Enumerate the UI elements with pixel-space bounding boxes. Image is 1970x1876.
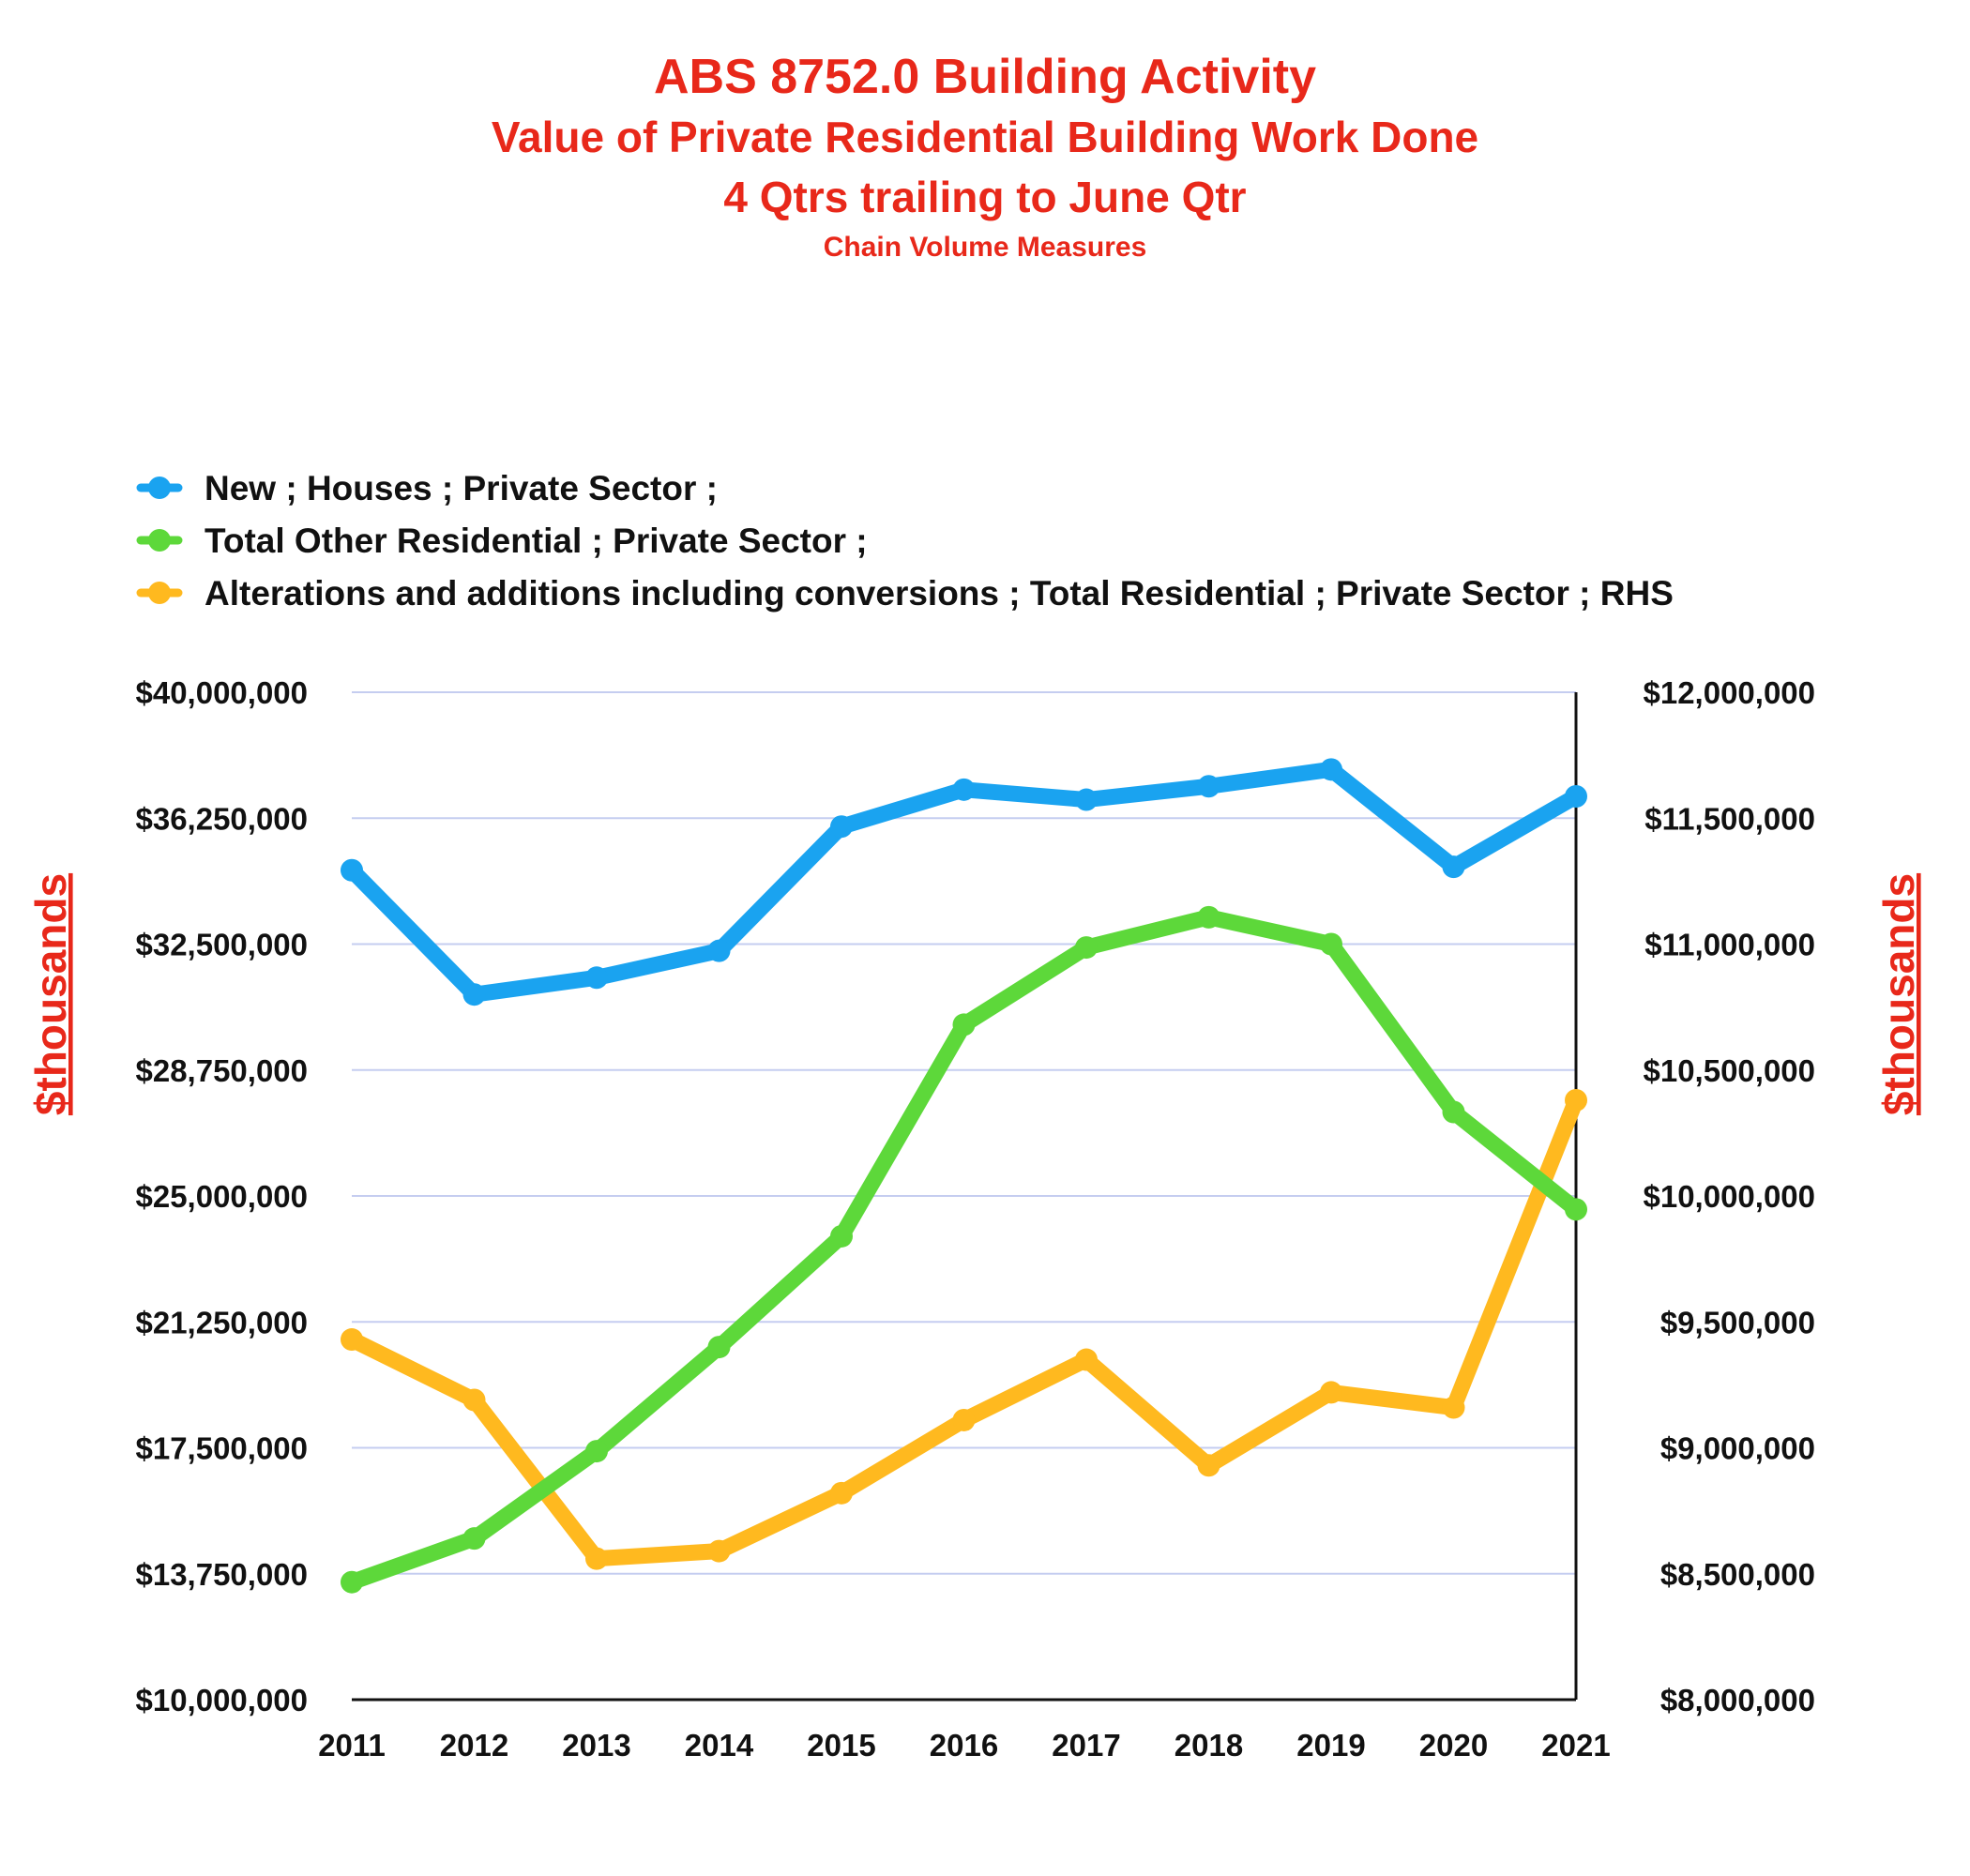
- data-point: [462, 1527, 486, 1551]
- left-axis-tick-label: $25,000,000: [135, 1179, 308, 1214]
- data-point: [1442, 855, 1465, 879]
- x-axis-tick-label: 2012: [440, 1728, 508, 1763]
- right-axis-tick-label: $8,000,000: [1660, 1683, 1815, 1717]
- data-point: [1565, 1088, 1587, 1112]
- data-point: [707, 1336, 731, 1359]
- legend-swatch-marker: [148, 582, 171, 604]
- data-point: [1320, 932, 1342, 956]
- x-axis-tick-label: 2020: [1419, 1728, 1488, 1763]
- left-axis-tick-label: $10,000,000: [135, 1683, 308, 1717]
- data-point: [1197, 775, 1220, 798]
- x-axis-tick-label: 2016: [930, 1728, 998, 1763]
- left-axis-tick-label: $21,250,000: [135, 1305, 308, 1339]
- data-point: [830, 815, 853, 839]
- right-axis-ticks: $8,000,000 $8,500,000 $9,000,000 $9,500,000…: [1643, 675, 1815, 1717]
- left-axis-ticks: $10,000,000 $13,750,000 $17,500,000 $21,250…: [135, 675, 308, 1717]
- series-2: [341, 1088, 1587, 1570]
- x-axis-tick-label: 2018: [1174, 1728, 1243, 1763]
- data-point: [830, 1481, 853, 1505]
- left-axis-tick-label: $36,250,000: [135, 801, 308, 836]
- x-axis-ticks: 2011 2012 2013 2014 2015 2016 2017 2018 2019 2020…: [318, 1728, 1611, 1763]
- data-point: [1197, 1454, 1220, 1477]
- data-point: [1442, 1396, 1465, 1419]
- y-axis-label-left: $thousands: [26, 873, 75, 1115]
- right-axis-tick-label: $10,500,000: [1643, 1053, 1815, 1088]
- chart-subtitle-1: Value of Private Residential Building Wo…: [491, 113, 1479, 161]
- data-point: [1075, 1348, 1098, 1371]
- data-point: [1565, 784, 1587, 808]
- right-axis-tick-label: $9,000,000: [1660, 1431, 1815, 1466]
- chart-title: ABS 8752.0 Building Activity: [653, 50, 1317, 104]
- left-axis-tick-label: $13,750,000: [135, 1557, 308, 1592]
- series-0: [341, 758, 1587, 1006]
- legend-label: Alterations and additions including conv…: [205, 574, 1674, 613]
- data-point: [1197, 905, 1220, 929]
- data-point: [462, 983, 486, 1006]
- data-point: [1320, 1381, 1342, 1404]
- left-axis-tick-label: $28,750,000: [135, 1053, 308, 1088]
- right-axis-tick-label: $8,500,000: [1660, 1557, 1815, 1592]
- right-axis-tick-label: $12,000,000: [1643, 675, 1815, 710]
- series-line: [343, 761, 1584, 1003]
- right-axis-tick-label: $11,000,000: [1644, 928, 1815, 962]
- legend-swatch-marker: [148, 477, 171, 499]
- data-point: [1565, 1198, 1587, 1221]
- data-point: [1320, 758, 1342, 781]
- chart-titles: ABS 8752.0 Building Activity Value of Pr…: [0, 47, 1970, 268]
- data-point: [1075, 936, 1098, 960]
- data-point: [1075, 788, 1098, 811]
- right-axis-tick-label: $10,000,000: [1643, 1179, 1815, 1214]
- x-axis-tick-label: 2017: [1052, 1728, 1120, 1763]
- y-axis-label-right: $thousands: [1874, 873, 1923, 1115]
- data-point: [341, 1328, 363, 1352]
- data-point: [1442, 1100, 1465, 1124]
- legend-label: Total Other Residential ; Private Sector…: [205, 522, 868, 560]
- data-point: [707, 939, 731, 962]
- data-point: [830, 1224, 853, 1248]
- gridlines: [352, 691, 1576, 1575]
- data-point: [952, 1013, 976, 1036]
- legend-item: New ; Houses ; Private Sector ;: [136, 469, 718, 507]
- left-axis-tick-label: $40,000,000: [135, 675, 308, 710]
- series-1: [341, 905, 1587, 1594]
- left-axis-tick-label: $32,500,000: [135, 928, 308, 962]
- right-axis-tick-label: $9,500,000: [1660, 1305, 1815, 1339]
- legend-swatch-marker: [148, 529, 171, 552]
- legend-item: Total Other Residential ; Private Sector…: [136, 522, 868, 560]
- x-axis-tick-label: 2013: [562, 1728, 630, 1763]
- data-point: [341, 858, 363, 882]
- data-point: [341, 1570, 363, 1594]
- axes: [352, 692, 1578, 1702]
- data-point: [952, 778, 976, 801]
- chart-subtitle-3: Chain Volume Measures: [823, 232, 1147, 263]
- data-point: [585, 1547, 608, 1570]
- data-point: [952, 1408, 976, 1431]
- data-point: [585, 966, 608, 990]
- chart-subtitle-2: 4 Qtrs trailing to June Qtr: [723, 173, 1247, 221]
- data-point: [585, 1440, 608, 1463]
- data-point: [707, 1539, 731, 1563]
- x-axis-tick-label: 2011: [318, 1728, 386, 1763]
- x-axis-tick-label: 2015: [807, 1728, 875, 1763]
- x-axis-tick-label: 2021: [1541, 1728, 1610, 1763]
- legend: New ; Houses ; Private Sector ; Total Ot…: [136, 469, 1674, 613]
- series-layer: [341, 758, 1587, 1594]
- legend-item: Alterations and additions including conv…: [136, 574, 1674, 613]
- data-point: [462, 1388, 486, 1412]
- right-axis-tick-label: $11,500,000: [1644, 801, 1815, 836]
- x-axis-tick-label: 2014: [685, 1728, 754, 1763]
- left-axis-tick-label: $17,500,000: [135, 1431, 308, 1466]
- x-axis-tick-label: 2019: [1296, 1728, 1365, 1763]
- legend-label: New ; Houses ; Private Sector ;: [205, 469, 718, 507]
